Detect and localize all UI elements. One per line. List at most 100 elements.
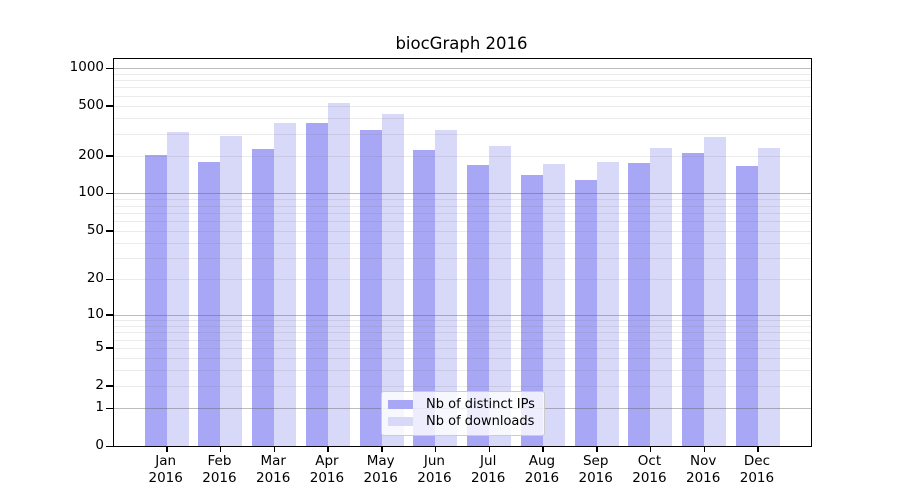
y-tick-label: 500: [78, 96, 104, 113]
bar-downloads-mar: [274, 123, 297, 446]
bar-distinct-ips-jun: [413, 149, 436, 446]
y-tick-label: 1: [95, 399, 104, 416]
x-tick-month: Aug: [528, 453, 556, 469]
x-tick-mark: [166, 446, 168, 452]
legend-swatch-icon: [388, 400, 413, 409]
x-tick-mark: [219, 446, 222, 452]
y-tick-mark: [106, 230, 113, 232]
x-tick-label-jun: Jun 2016: [402, 453, 466, 487]
y-tick-label: 10: [86, 305, 104, 322]
minor-gridline: [114, 95, 811, 97]
x-tick-year: 2016: [363, 470, 398, 486]
x-tick-mark: [703, 446, 706, 452]
x-tick-month: Oct: [637, 453, 662, 469]
bar-downloads-jun: [435, 129, 458, 446]
y-tick-mark: [106, 407, 113, 410]
minor-gridline: [114, 205, 811, 207]
legend-item: Nb of distinct IPs: [382, 396, 544, 413]
y-tick-label: 200: [78, 146, 104, 163]
major-gridline: [114, 68, 811, 69]
x-tick-month: Dec: [743, 453, 770, 469]
bar-distinct-ips-may: [359, 129, 382, 446]
bar-distinct-ips-sep: [574, 179, 597, 446]
bar-distinct-ips-dec: [735, 165, 758, 446]
bar-distinct-ips-oct: [628, 163, 651, 446]
y-tick-label: 100: [78, 184, 104, 201]
x-tick-label-apr: Apr 2016: [295, 453, 359, 487]
x-tick-year: 2016: [524, 470, 560, 486]
bar-downloads-feb: [220, 136, 243, 446]
minor-gridline: [114, 339, 811, 341]
x-tick-label-jul: Jul 2016: [456, 453, 520, 487]
minor-gridline: [114, 385, 811, 387]
minor-gridline: [114, 258, 811, 260]
legend-swatch-icon: [388, 417, 413, 426]
plot-area: Nb of distinct IPs Nb of downloads: [106, 58, 812, 452]
x-tick-month: May: [366, 453, 395, 469]
bar-distinct-ips-nov: [682, 153, 705, 446]
y-tick-label: 1000: [69, 59, 104, 75]
x-tick-label-may: May 2016: [349, 453, 413, 487]
x-tick-label-nov: Nov 2016: [671, 453, 735, 487]
y-tick-mark: [106, 192, 113, 195]
bar-distinct-ips-jul: [467, 164, 490, 446]
y-tick-label: 5: [95, 338, 104, 355]
x-tick-year: 2016: [471, 470, 506, 486]
x-tick-label-jan: Jan 2016: [134, 453, 198, 487]
x-tick-month: Mar: [260, 453, 286, 469]
chart-title: biocGraph 2016: [395, 34, 528, 53]
x-tick-year: 2016: [148, 470, 183, 486]
y-tick-label: 20: [86, 270, 104, 287]
x-tick-year: 2016: [578, 470, 613, 486]
y-tick-mark: [106, 385, 113, 387]
minor-gridline: [114, 279, 811, 281]
y-tick-mark: [106, 67, 113, 69]
minor-gridline: [114, 357, 811, 359]
minor-gridline: [114, 73, 811, 75]
legend-item: Nb of downloads: [382, 413, 544, 430]
bar-distinct-ips-apr: [305, 122, 328, 446]
x-tick-mark: [381, 446, 383, 452]
minor-gridline: [114, 370, 811, 372]
x-tick-mark: [434, 446, 437, 452]
bar-downloads-dec: [757, 147, 780, 446]
y-tick-label: 50: [86, 221, 104, 238]
minor-gridline: [114, 242, 811, 244]
x-tick-mark: [542, 446, 544, 452]
x-tick-label-mar: Mar 2016: [241, 453, 305, 487]
x-tick-year: 2016: [417, 470, 452, 486]
x-tick-month: Jan: [155, 453, 177, 469]
major-gridline: [114, 193, 811, 195]
y-tick-mark: [106, 155, 113, 157]
bar-downloads-nov: [704, 136, 727, 446]
legend-label: Nb of downloads: [426, 414, 535, 429]
minor-gridline: [114, 325, 811, 327]
y-tick-label: 2: [95, 376, 104, 393]
bar-downloads-apr: [327, 102, 350, 446]
x-tick-label-aug: Aug 2016: [510, 453, 574, 487]
x-tick-month: Feb: [207, 453, 232, 469]
x-tick-year: 2016: [256, 470, 291, 486]
bar-distinct-ips-aug: [520, 174, 543, 446]
x-tick-mark: [757, 446, 759, 452]
x-tick-year: 2016: [739, 470, 775, 486]
y-tick-mark: [106, 278, 113, 281]
x-tick-mark: [273, 446, 276, 452]
minor-gridline: [114, 212, 811, 214]
minor-gridline: [114, 80, 811, 82]
x-tick-month: Jul: [480, 453, 497, 469]
x-tick-mark: [488, 446, 491, 452]
bar-downloads-jul: [489, 146, 512, 446]
x-tick-year: 2016: [202, 470, 237, 486]
minor-gridline: [114, 347, 811, 349]
minor-gridline: [114, 133, 811, 135]
x-tick-year: 2016: [309, 470, 345, 486]
bar-downloads-aug: [542, 164, 565, 446]
minor-gridline: [114, 221, 811, 223]
x-tick-mark: [649, 446, 652, 452]
x-tick-year: 2016: [632, 470, 667, 486]
major-gridline: [114, 314, 811, 316]
x-tick-month: Jun: [423, 453, 445, 469]
y-tick-mark: [106, 445, 113, 447]
